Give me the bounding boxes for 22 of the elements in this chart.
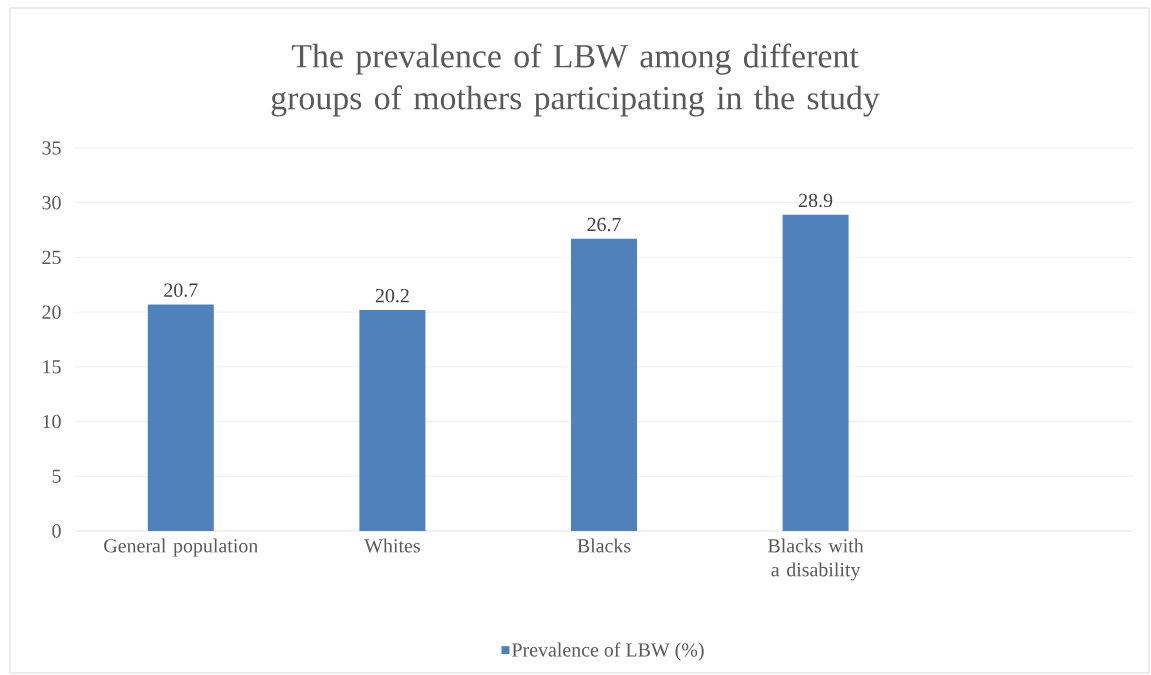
y-tick-label: 25 <box>42 250 61 265</box>
x-tick-label: Blacks <box>577 538 631 553</box>
y-tick-label: 10 <box>43 414 61 429</box>
bar <box>359 309 426 531</box>
y-tick-label: 35 <box>42 141 61 155</box>
bar <box>571 238 637 531</box>
data-label: 28.9 <box>799 193 833 208</box>
bar <box>782 214 849 531</box>
chart-title: The prevalence of LBW among different groups of mothers participating in the study <box>271 43 880 117</box>
data-label: 26.7 <box>587 217 621 232</box>
data-label: 20.7 <box>164 283 198 297</box>
y-tick-label: 30 <box>42 195 61 210</box>
bar <box>147 304 214 531</box>
data-label: 20.2 <box>375 288 409 303</box>
x-tick-label: Blacks with a disability <box>768 538 864 581</box>
legend-label: Prevalence of LBW (%) <box>512 642 704 661</box>
y-tick-label: 15 <box>43 360 61 374</box>
x-tick-label: General population <box>104 538 258 557</box>
y-tick-label: 5 <box>52 469 61 483</box>
y-tick-label: 0 <box>52 524 61 538</box>
y-tick-label: 20 <box>42 305 61 319</box>
x-tick-label: Whites <box>364 538 420 553</box>
